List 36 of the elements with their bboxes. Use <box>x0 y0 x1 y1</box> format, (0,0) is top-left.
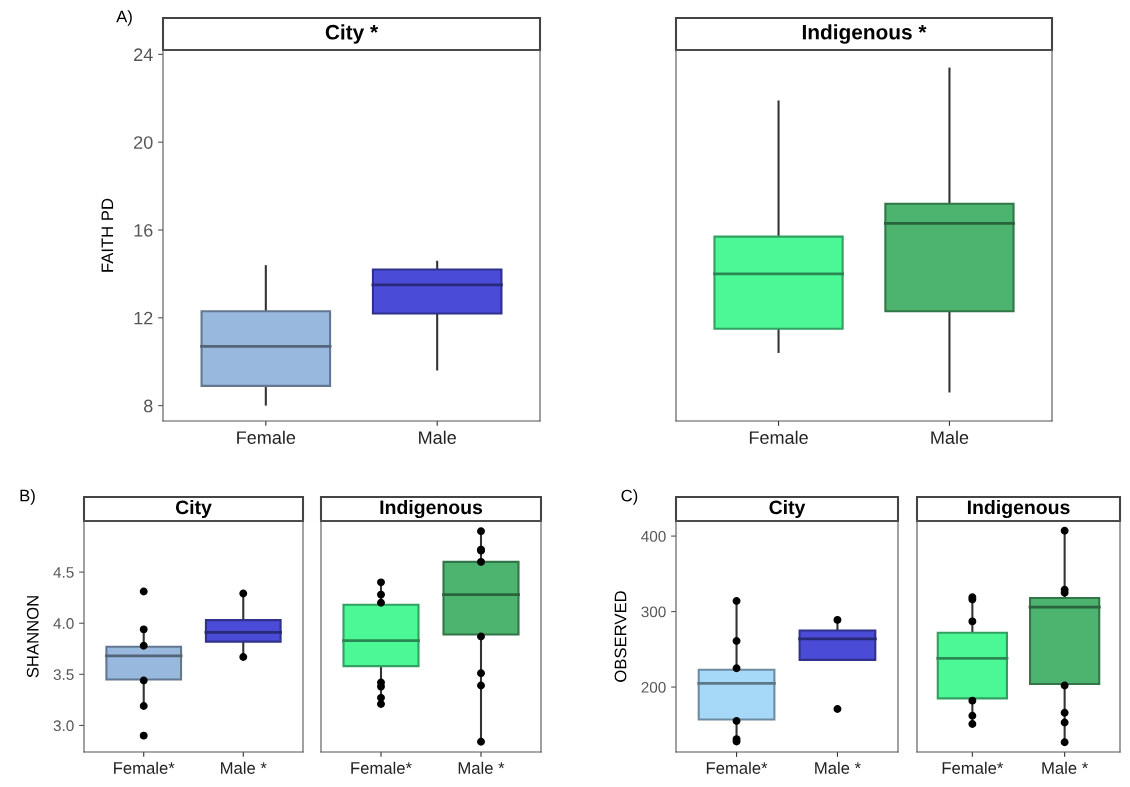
y-tick-label: 8 <box>144 399 153 413</box>
x-tick-label: Female* <box>942 761 1004 774</box>
text: A) <box>116 10 132 26</box>
x-tick-label: Female* <box>351 761 412 774</box>
x-tick-label: Female <box>749 430 808 444</box>
y-axis-title: OBSERVED <box>614 591 627 682</box>
x-tick-label: Male * <box>458 761 505 774</box>
y-tick-label: 300 <box>641 606 666 618</box>
y-tick-label: 24 <box>134 48 153 61</box>
text: C) <box>621 489 638 505</box>
chart-title: City <box>769 499 806 519</box>
y-axis-title: FAITH PD <box>101 198 114 272</box>
x-tick-label: Female <box>237 430 296 444</box>
chart-title: Indigenous <box>380 499 483 519</box>
y-tick-label: 20 <box>134 136 153 149</box>
x-tick-label: Male <box>419 430 456 444</box>
x-tick-label: Male * <box>221 761 267 774</box>
x-tick-label: Male <box>931 430 969 444</box>
y-axis-title: SHANNON <box>26 596 39 678</box>
y-tick-label: 4.5 <box>53 567 74 578</box>
chart-title: Indigenous * <box>802 24 927 44</box>
x-tick-label: Male * <box>815 761 861 774</box>
chart-title: Indigenous <box>967 499 1070 519</box>
chart-title: City <box>175 499 212 519</box>
text: B) <box>20 489 35 505</box>
x-tick-label: Female* <box>706 761 768 774</box>
chart-title: City * <box>325 24 379 44</box>
x-tick-label: Female* <box>114 761 175 774</box>
y-tick-label: 400 <box>641 530 666 542</box>
y-tick-label: 3.0 <box>53 720 74 732</box>
y-tick-label: 16 <box>134 223 153 237</box>
y-tick-label: 3.5 <box>53 669 74 680</box>
y-tick-label: 4.0 <box>53 618 74 629</box>
x-tick-label: Male * <box>1042 761 1088 774</box>
y-tick-label: 200 <box>641 681 666 693</box>
y-tick-label: 12 <box>134 311 153 325</box>
